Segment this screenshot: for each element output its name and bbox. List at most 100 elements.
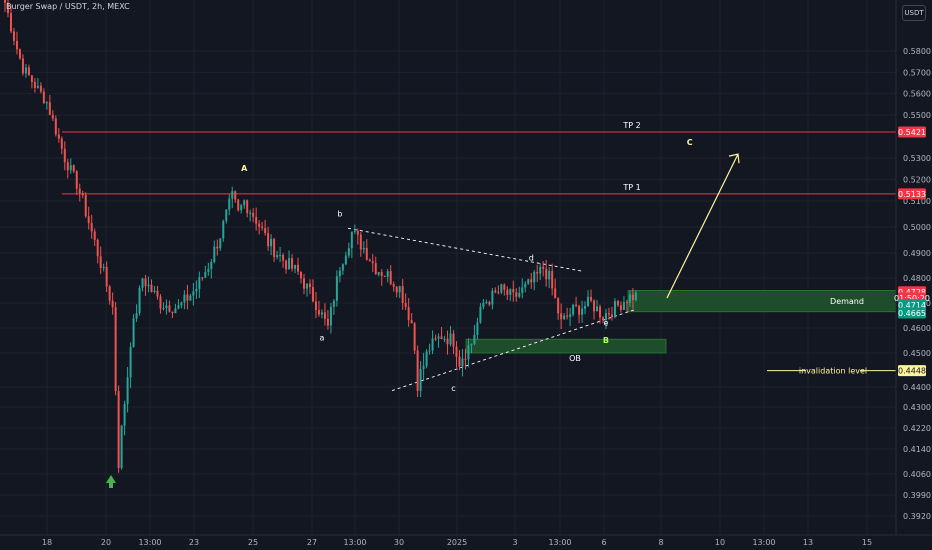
price-tick-label: 0.5100 [903, 197, 931, 206]
candle-body [159, 296, 162, 309]
time-tick-label: 30 [394, 538, 404, 547]
candle-body [407, 306, 410, 321]
candle-body [213, 246, 216, 262]
candle-body [578, 305, 581, 315]
candle-body [60, 138, 63, 149]
time-tick-label: 20 [101, 538, 111, 547]
candle-body [228, 198, 231, 210]
candle-body [587, 296, 590, 306]
price-tick-label: 0.4600 [903, 324, 931, 333]
candle-body [138, 287, 141, 314]
candle-body [285, 260, 288, 270]
trendlines-layer [347, 227, 637, 392]
time-axis[interactable]: 18 20 13:00 23 25 27 13:00 30 2025 3 13:00 6 8 10 13:0… [42, 538, 872, 547]
candle-body [482, 302, 485, 307]
candle-body [93, 231, 96, 240]
candle-body [120, 425, 123, 468]
candle-body [300, 271, 303, 279]
candle-body [338, 270, 341, 277]
price-tick-label: 0.5600 [903, 90, 931, 99]
candle-body [171, 311, 174, 314]
time-tick-label: 3 [512, 538, 517, 547]
candle-body [24, 67, 27, 74]
wave-label: e [604, 319, 609, 328]
candle-body [78, 188, 81, 194]
candle-body [392, 284, 395, 287]
candle-body [162, 307, 165, 309]
candle-body [51, 114, 54, 119]
candle-body [308, 283, 311, 288]
candle-body [297, 264, 300, 272]
candle-body [282, 255, 285, 261]
candle-body [108, 286, 111, 301]
candle-body [87, 216, 90, 224]
candle-body [497, 292, 500, 294]
candle-body [613, 301, 616, 318]
candle-body [533, 271, 536, 283]
candle-body [575, 304, 578, 306]
time-tick-label: 13:00 [343, 538, 366, 547]
candle-body [6, 2, 9, 14]
candle-body [500, 284, 503, 293]
annotations-layer [106, 153, 740, 488]
candle-body [506, 289, 509, 295]
candle-body [117, 391, 120, 468]
time-tick-label: 15 [862, 538, 872, 547]
price-tick-label: 0.4220 [903, 424, 931, 433]
projection-arrow-line [666, 153, 739, 299]
candle-body [75, 171, 78, 189]
candle-body [398, 286, 401, 293]
candle-body [168, 305, 171, 312]
wave-labels-layer: Ab a d c eB C [241, 138, 693, 393]
candle-body [395, 286, 398, 293]
candle-body [476, 322, 479, 335]
price-label-bg [898, 365, 926, 377]
candle-body [569, 314, 572, 317]
candle-body [216, 246, 219, 249]
candle-body [303, 278, 305, 289]
candle-body [539, 266, 542, 274]
wave-label: b [337, 210, 342, 219]
candle-body [416, 350, 419, 391]
candle-body [434, 338, 437, 340]
currency-button[interactable]: USDT [902, 5, 926, 21]
time-tick-label: 10 [715, 538, 725, 547]
candle-body [105, 266, 108, 287]
candle-body [512, 289, 515, 293]
candle-body [33, 82, 36, 88]
candle-body [488, 302, 491, 305]
time-tick-label: 6 [601, 538, 606, 547]
candle-body [524, 283, 527, 288]
price-tick-label: 0.4140 [903, 445, 931, 454]
candle-body [389, 271, 392, 285]
candle-body [288, 258, 291, 270]
candle-body [371, 261, 374, 264]
candle-body [240, 205, 243, 211]
candle-body [150, 284, 153, 292]
candle-body [153, 290, 156, 292]
candle-body [132, 318, 135, 347]
candle-body [596, 306, 599, 312]
time-tick-label: 13 [803, 538, 813, 547]
candle-body [243, 200, 246, 206]
candle-body [425, 351, 428, 366]
tp-line-label: TP 2 [622, 121, 640, 130]
candle-body [335, 276, 338, 301]
candle-body [141, 278, 144, 288]
invalidation-label: invalidation level [799, 367, 867, 376]
price-label-value: 0.4448 [898, 367, 926, 376]
candle-body [189, 295, 192, 301]
time-tick-label: 13:00 [548, 538, 571, 547]
candle-body [515, 292, 518, 297]
candle-body [458, 356, 461, 367]
candle-body [599, 306, 602, 318]
candle-body [610, 314, 613, 318]
candle-body [279, 255, 282, 257]
candle-body [440, 336, 443, 339]
candle-body [111, 300, 114, 308]
candle-body [234, 191, 237, 200]
candle-body [15, 40, 18, 50]
candle-body [590, 296, 593, 301]
candle-body [258, 223, 261, 227]
